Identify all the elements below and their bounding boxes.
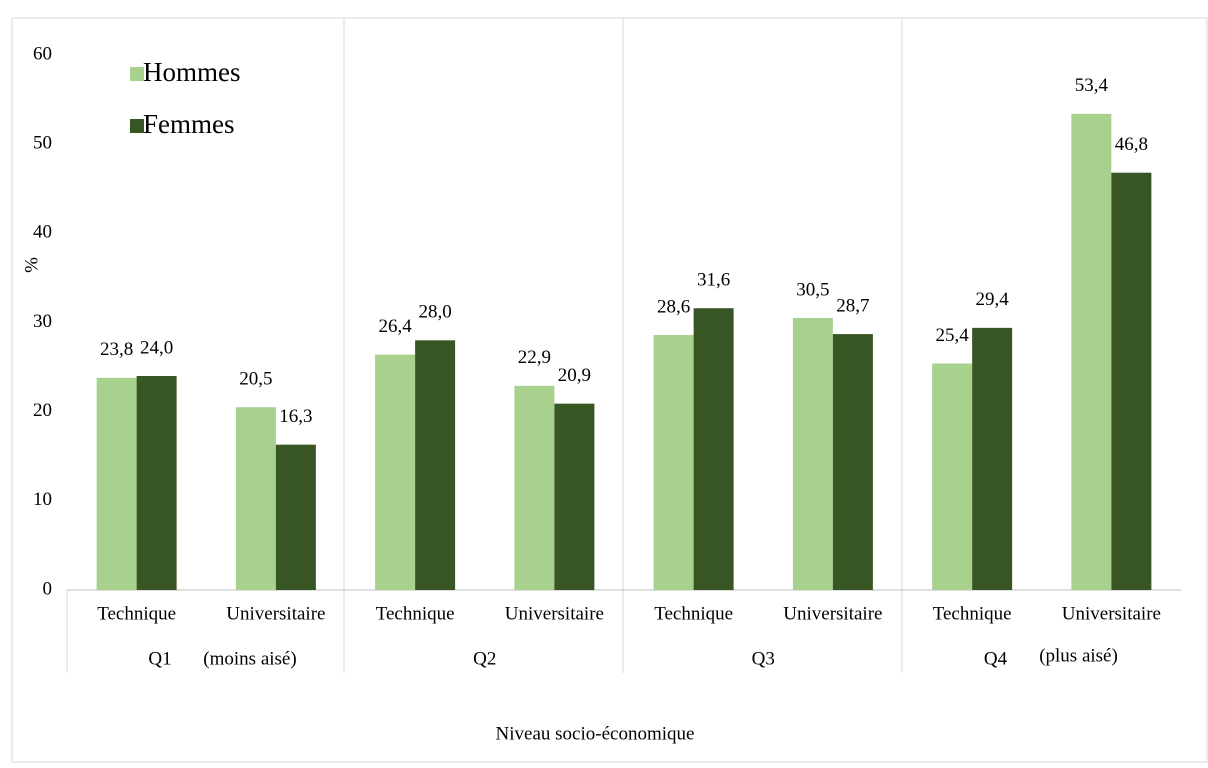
x-tick-label: Universitaire	[505, 603, 604, 624]
group-dividers	[66, 18, 903, 673]
group-note: (plus aisé)	[1039, 645, 1118, 666]
group-label: Q3	[752, 648, 775, 669]
y-tick-label: 10	[33, 489, 52, 510]
bar	[832, 334, 873, 590]
bar	[693, 308, 734, 590]
data-label: 22,9	[518, 347, 551, 368]
bar	[1071, 113, 1112, 590]
bar	[375, 354, 416, 590]
data-label: 28,7	[836, 295, 869, 316]
legend-swatch	[130, 119, 144, 133]
y-tick-label: 60	[33, 43, 52, 64]
data-label: 53,4	[1075, 75, 1109, 96]
legend-label: Femmes	[143, 109, 235, 139]
bar	[554, 403, 595, 590]
data-label: 46,8	[1115, 134, 1148, 155]
y-axis-label: %	[21, 257, 42, 273]
x-tick-label: Universitaire	[1062, 603, 1161, 624]
bar	[972, 327, 1013, 590]
bar	[235, 407, 276, 590]
bar	[1111, 172, 1152, 590]
x-tick-label: Technique	[654, 603, 733, 624]
x-tick-label: Universitaire	[783, 603, 882, 624]
bar	[415, 340, 456, 590]
bar	[275, 444, 316, 590]
group-label: Q2	[473, 648, 496, 669]
y-tick-label: 20	[33, 400, 52, 421]
data-label: 30,5	[796, 279, 829, 300]
bar	[514, 385, 555, 590]
x-tick-label: Technique	[97, 603, 176, 624]
data-label: 26,4	[379, 316, 413, 337]
y-tick-label: 0	[43, 578, 53, 599]
bar	[136, 376, 177, 590]
data-label: 28,0	[419, 302, 452, 323]
bar	[96, 377, 137, 590]
legend-swatch	[130, 67, 144, 81]
group-label: Q1	[148, 648, 171, 669]
data-label: 25,4	[936, 325, 970, 346]
x-tick-label: Technique	[376, 603, 455, 624]
bar	[653, 334, 694, 590]
bar	[792, 318, 833, 590]
data-label: 29,4	[976, 289, 1010, 310]
data-label: 23,8	[100, 339, 133, 360]
x-tick-label: Technique	[933, 603, 1012, 624]
group-note: (moins aisé)	[203, 648, 296, 669]
data-label: 24,0	[140, 337, 173, 358]
data-label: 28,6	[657, 296, 690, 317]
y-tick-label: 40	[33, 222, 52, 243]
x-tick-label: Universitaire	[226, 603, 325, 624]
legend-label: Hommes	[143, 57, 241, 87]
y-tick-label: 50	[33, 133, 52, 154]
data-label: 31,6	[697, 270, 730, 291]
group-label: Q4	[984, 648, 1008, 669]
data-label: 20,9	[558, 365, 591, 386]
bar	[932, 363, 973, 590]
x-axis-label: Niveau socio-économique	[496, 723, 695, 744]
y-tick-label: 30	[33, 311, 52, 332]
data-label: 20,5	[239, 369, 272, 390]
data-label: 16,3	[279, 406, 312, 427]
